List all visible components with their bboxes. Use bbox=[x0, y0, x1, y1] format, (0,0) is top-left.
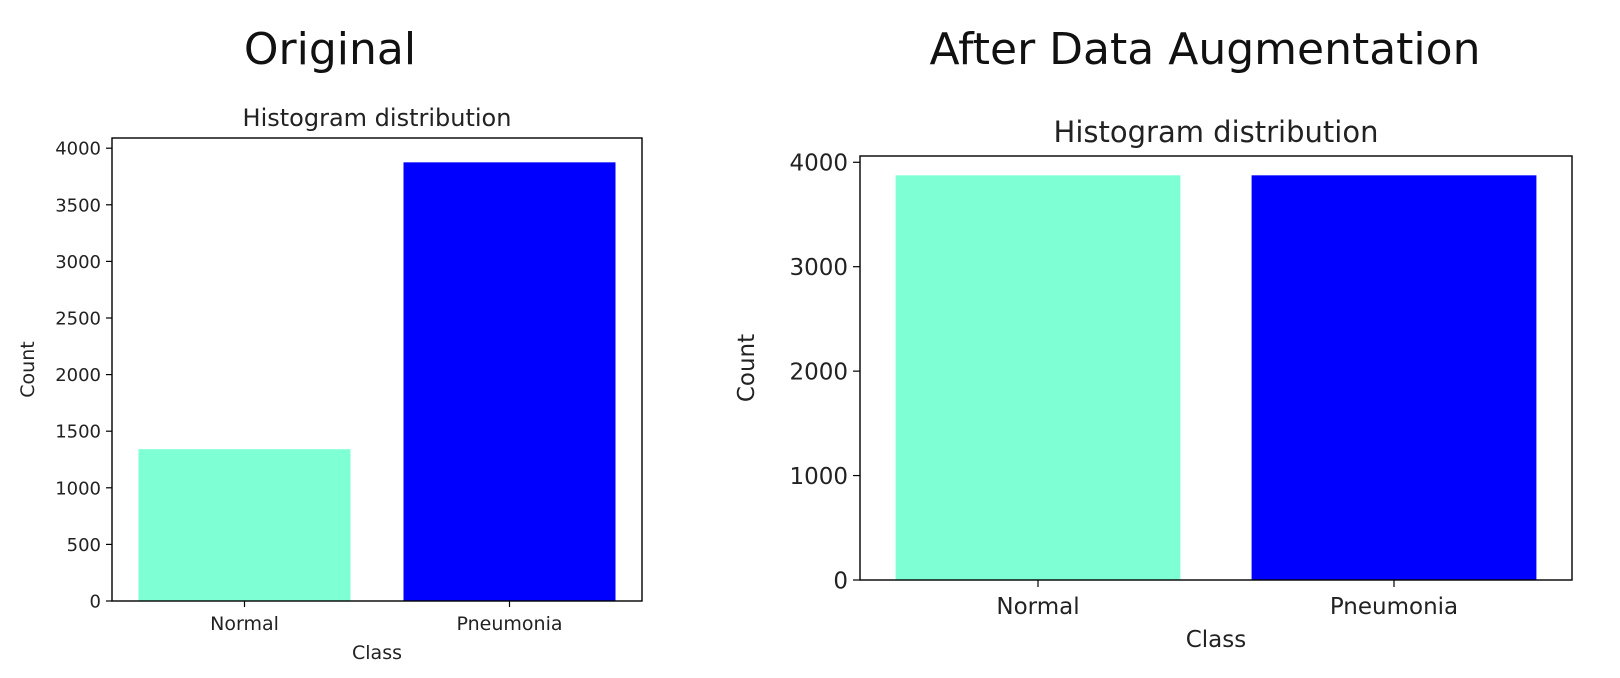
bar-normal bbox=[895, 175, 1181, 580]
plot-frame bbox=[111, 137, 643, 602]
y-tick-label: 4000 bbox=[789, 151, 848, 177]
bar-pneumonia bbox=[1251, 175, 1537, 580]
bar-pneumonia bbox=[403, 162, 616, 602]
x-tick-label-pneumonia: Pneumonia bbox=[457, 613, 563, 635]
x-axis-label: Class bbox=[352, 642, 402, 664]
y-tick-label: 2500 bbox=[55, 308, 101, 329]
y-tick-label: 4000 bbox=[55, 139, 101, 160]
x-tick-label-pneumonia: Pneumonia bbox=[1330, 594, 1458, 620]
chart-title: Histogram distribution bbox=[1054, 115, 1379, 149]
left-panel-heading: Original bbox=[243, 24, 417, 75]
y-axis-label: Count bbox=[734, 334, 760, 402]
y-tick-label: 1500 bbox=[55, 422, 101, 443]
right-panel-heading: After Data Augmentation bbox=[929, 24, 1481, 75]
y-tick-label: 3000 bbox=[789, 255, 848, 281]
y-tick-label: 3500 bbox=[55, 195, 101, 216]
y-tick-label: 0 bbox=[90, 591, 101, 612]
chart-title: Histogram distribution bbox=[243, 104, 512, 132]
x-axis-label: Class bbox=[1186, 627, 1247, 653]
x-tick-label-normal: Normal bbox=[210, 613, 279, 635]
y-tick-label: 3000 bbox=[55, 252, 101, 273]
y-tick-label: 0 bbox=[833, 568, 848, 594]
bar-normal bbox=[138, 449, 351, 601]
y-tick-label: 500 bbox=[67, 535, 101, 556]
y-axis-label: Count bbox=[17, 341, 39, 397]
y-tick-label: 1000 bbox=[55, 478, 101, 499]
plot-frame bbox=[859, 155, 1573, 581]
y-tick-label: 2000 bbox=[789, 359, 848, 385]
x-tick-label-normal: Normal bbox=[996, 594, 1079, 620]
y-tick-label: 1000 bbox=[789, 464, 848, 490]
y-tick-label: 2000 bbox=[55, 365, 101, 386]
